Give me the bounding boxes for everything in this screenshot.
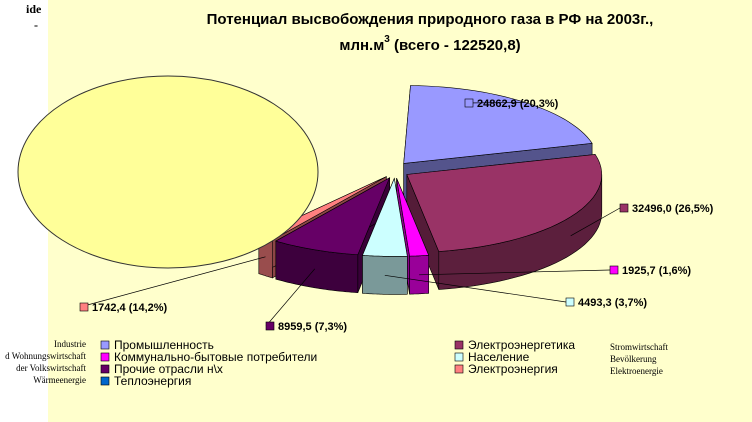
data-label: 1742,4 (14,2%) [92, 302, 168, 314]
translation: Wärmeenergie [33, 375, 86, 385]
label-key [609, 265, 619, 275]
label-key [265, 321, 275, 331]
translation: d Wohnungswirtschaft [5, 351, 86, 361]
slice-side [362, 254, 408, 295]
leader-line [464, 102, 526, 104]
title-rest: (всего - 122520,8) [390, 37, 521, 54]
legend-label: Прочие отрасли н\х [114, 362, 223, 376]
translation: der Volkswirtschaft [16, 363, 86, 373]
title-sup: 3 [384, 34, 390, 45]
side-text: ide [26, 2, 42, 16]
overlay-ellipse [17, 75, 319, 269]
legend-key [100, 364, 110, 374]
legend-key [100, 352, 110, 362]
data-label: 4493,3 (3,7%) [578, 297, 647, 309]
legend-key [100, 340, 110, 350]
translation: Bevölkerung [610, 354, 657, 364]
legend-key [454, 352, 464, 362]
leader-line [419, 269, 611, 276]
leader-line [384, 274, 567, 303]
slice [362, 177, 408, 257]
side-text: - [34, 18, 38, 32]
slice [406, 154, 603, 252]
data-label: 32496,0 (26,5%) [632, 203, 714, 215]
legend-label: Теплоэнергия [114, 374, 191, 388]
label-key [79, 302, 89, 312]
title-unit: млн.м [339, 37, 384, 54]
slice [275, 177, 391, 256]
chart-title-2: млн.м3 (всего - 122520,8) [339, 34, 520, 54]
legend-label: Население [468, 350, 530, 364]
label-key [565, 297, 575, 307]
label-key [464, 98, 474, 108]
legend-label: Электроэнергетика [468, 338, 575, 352]
data-label: 1925,7 (1,6%) [622, 265, 691, 277]
translation: Industrie [54, 339, 86, 349]
legend-label: Электроэнергия [468, 362, 558, 376]
legend-key [454, 364, 464, 374]
leader-line [79, 256, 266, 308]
legend-key [454, 340, 464, 350]
chart-title: Потенциал высвобождения природного газа … [207, 11, 654, 28]
legend-label: Промышленность [114, 338, 214, 352]
data-label: 24862,9 (20,3%) [477, 98, 559, 110]
legend-label: Коммунально-бытовые потребители [114, 350, 317, 364]
leader-line [265, 268, 316, 327]
data-label: 8959,5 (7,3%) [278, 321, 347, 333]
legend-key [100, 376, 110, 386]
leader-line [570, 207, 621, 237]
translation: Stromwirtschaft [610, 342, 668, 352]
slice [396, 178, 430, 257]
translation: Elektroenergie [610, 366, 663, 376]
label-key [619, 203, 629, 213]
